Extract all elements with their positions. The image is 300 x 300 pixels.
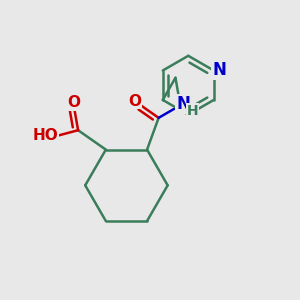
Text: H: H <box>187 103 199 118</box>
Text: O: O <box>67 95 80 110</box>
Text: N: N <box>212 61 226 80</box>
Text: HO: HO <box>33 128 58 143</box>
Text: N: N <box>176 95 190 113</box>
Text: O: O <box>129 94 142 109</box>
